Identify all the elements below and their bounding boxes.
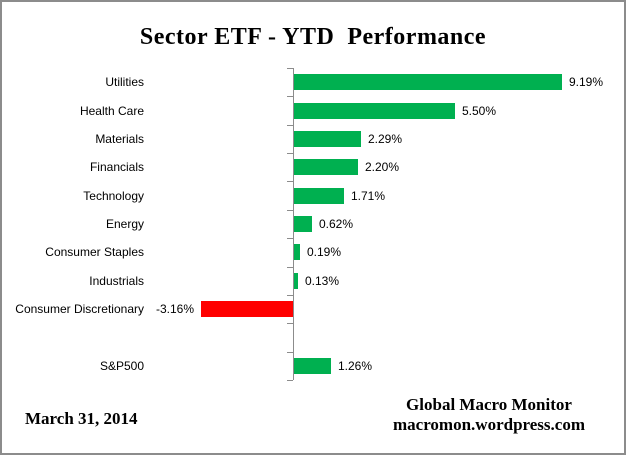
- bar-energy: [294, 216, 312, 232]
- bar-consumer-discretionary: [201, 301, 293, 317]
- category-label-financials: Financials: [89, 160, 144, 174]
- category-label-consumer-staples: Consumer Staples: [45, 245, 144, 259]
- value-label-energy: 0.62%: [319, 217, 354, 231]
- axis-tick: [287, 352, 293, 353]
- category-label-consumer-discretionary: Consumer Discretionary: [15, 302, 144, 316]
- category-label-technology: Technology: [83, 189, 144, 203]
- axis-tick: [287, 238, 293, 239]
- value-label-technology: 1.71%: [351, 189, 386, 203]
- category-label-industrials: Industrials: [89, 274, 144, 288]
- date-label: March 31, 2014: [25, 409, 138, 428]
- value-label-s-p500: 1.26%: [338, 359, 373, 373]
- axis-tick: [287, 210, 293, 211]
- credit-name: Global Macro Monitor: [406, 395, 572, 414]
- credit-block: Global Macro Monitor macromon.wordpress.…: [350, 395, 624, 435]
- bar-financials: [294, 159, 358, 175]
- bar-chart-area: Utilities 9.19% Health Care 5.50% Materials 2…: [2, 68, 624, 381]
- value-label-health-care: 5.50%: [462, 104, 497, 118]
- axis-tick: [287, 153, 293, 154]
- category-label-health-care: Health Care: [79, 104, 144, 118]
- value-label-financials: 2.20%: [365, 160, 400, 174]
- value-label-industrials: 0.13%: [305, 274, 340, 288]
- category-label-energy: Energy: [105, 217, 144, 231]
- axis-tick: [287, 267, 293, 268]
- value-axis-line: [293, 68, 294, 380]
- bar-s-p500: [294, 358, 331, 374]
- bar-materials: [294, 131, 361, 147]
- bar-utilities: [294, 74, 562, 90]
- axis-tick: [287, 323, 293, 324]
- bar-technology: [294, 188, 344, 204]
- axis-tick: [287, 181, 293, 182]
- bar-consumer-staples: [294, 244, 300, 260]
- value-label-utilities: 9.19%: [569, 75, 604, 89]
- axis-tick: [287, 125, 293, 126]
- axis-tick: [287, 68, 293, 69]
- bar-industrials: [294, 273, 298, 289]
- credit-url: macromon.wordpress.com: [392, 415, 585, 434]
- value-label-consumer-staples: 0.19%: [307, 245, 342, 259]
- value-label-materials: 2.29%: [368, 132, 403, 146]
- category-label-s-p500: S&P500: [99, 359, 144, 373]
- value-label-consumer-discretionary: -3.16%: [155, 302, 194, 316]
- axis-tick: [287, 380, 293, 381]
- category-label-materials: Materials: [95, 132, 144, 146]
- category-label-utilities: Utilities: [105, 75, 144, 89]
- bar-health-care: [294, 103, 455, 119]
- chart-title: Sector ETF - YTD Performance: [139, 24, 487, 50]
- axis-tick: [287, 295, 293, 296]
- axis-tick: [287, 96, 293, 97]
